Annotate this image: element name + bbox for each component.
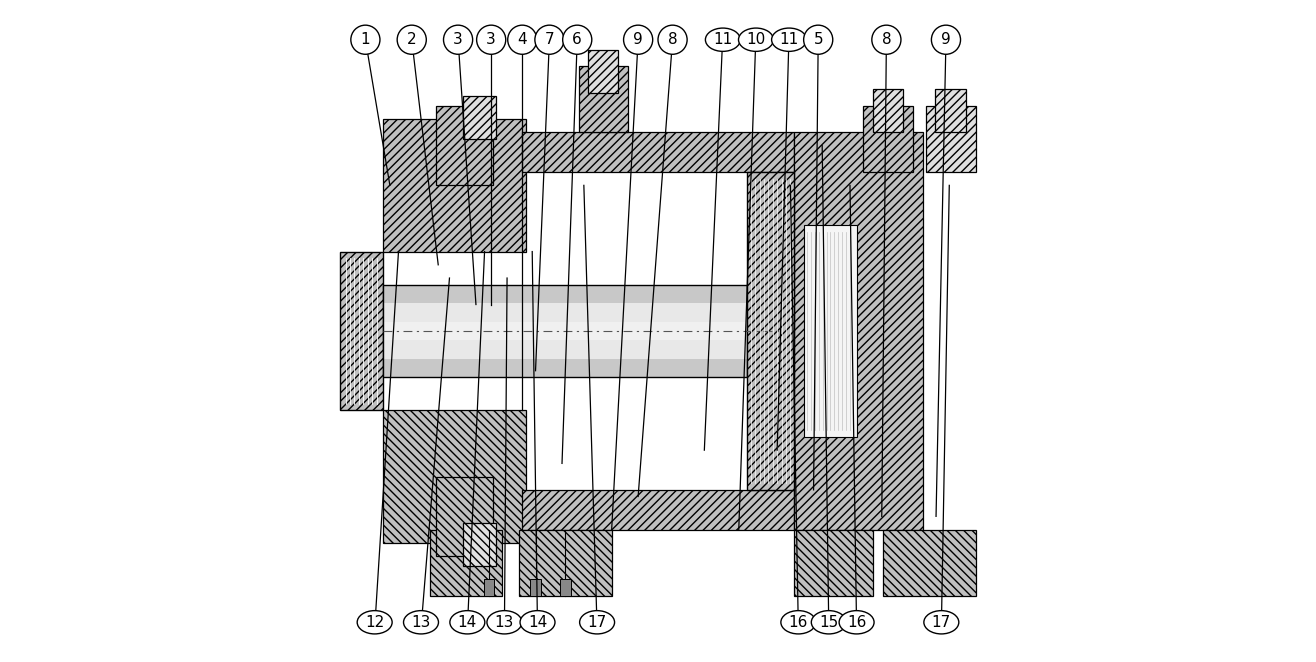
Bar bbox=[383, 322, 747, 340]
Bar bbox=[383, 340, 747, 359]
Ellipse shape bbox=[579, 610, 615, 634]
Ellipse shape bbox=[771, 28, 807, 52]
Bar bbox=[429, 530, 503, 596]
Bar bbox=[522, 132, 794, 172]
Bar bbox=[383, 410, 525, 543]
Bar bbox=[579, 66, 628, 132]
Bar bbox=[484, 579, 495, 596]
Text: 1: 1 bbox=[361, 32, 370, 47]
Text: 11: 11 bbox=[713, 32, 733, 47]
Bar bbox=[530, 579, 541, 596]
Text: 17: 17 bbox=[587, 615, 607, 630]
Bar bbox=[747, 172, 794, 490]
Bar bbox=[383, 359, 747, 377]
Text: 17: 17 bbox=[932, 615, 951, 630]
Bar bbox=[383, 119, 525, 252]
Text: 8: 8 bbox=[882, 32, 891, 47]
Circle shape bbox=[397, 25, 426, 54]
Bar bbox=[383, 285, 747, 377]
Circle shape bbox=[658, 25, 687, 54]
Ellipse shape bbox=[357, 610, 392, 634]
Circle shape bbox=[563, 25, 592, 54]
Ellipse shape bbox=[404, 610, 438, 634]
Text: 9: 9 bbox=[633, 32, 644, 47]
Ellipse shape bbox=[738, 28, 774, 52]
Ellipse shape bbox=[812, 610, 846, 634]
Circle shape bbox=[443, 25, 472, 54]
Text: 12: 12 bbox=[365, 615, 384, 630]
Ellipse shape bbox=[705, 28, 741, 52]
Circle shape bbox=[932, 25, 961, 54]
Bar bbox=[883, 530, 975, 596]
Ellipse shape bbox=[487, 610, 522, 634]
Text: 15: 15 bbox=[819, 615, 838, 630]
Bar bbox=[463, 523, 496, 566]
Bar bbox=[934, 89, 966, 132]
Text: 2: 2 bbox=[407, 32, 417, 47]
Ellipse shape bbox=[840, 610, 874, 634]
Bar bbox=[588, 50, 619, 93]
Bar bbox=[804, 225, 857, 437]
Bar bbox=[463, 96, 496, 139]
Bar bbox=[436, 106, 492, 185]
Bar bbox=[794, 530, 873, 596]
Ellipse shape bbox=[780, 610, 816, 634]
Bar bbox=[522, 490, 794, 530]
Text: 3: 3 bbox=[487, 32, 496, 47]
Circle shape bbox=[351, 25, 380, 54]
Bar bbox=[873, 89, 903, 132]
Ellipse shape bbox=[520, 610, 555, 634]
Text: 7: 7 bbox=[545, 32, 554, 47]
Circle shape bbox=[508, 25, 537, 54]
Bar bbox=[926, 106, 975, 172]
Text: 13: 13 bbox=[495, 615, 515, 630]
Text: 11: 11 bbox=[779, 32, 799, 47]
Circle shape bbox=[871, 25, 901, 54]
Bar bbox=[436, 477, 492, 556]
Bar bbox=[383, 285, 747, 303]
Bar bbox=[794, 132, 923, 530]
Ellipse shape bbox=[924, 610, 959, 634]
Circle shape bbox=[476, 25, 505, 54]
Circle shape bbox=[534, 25, 565, 54]
Text: 8: 8 bbox=[667, 32, 678, 47]
Bar bbox=[341, 252, 383, 410]
Text: 9: 9 bbox=[941, 32, 951, 47]
Text: 10: 10 bbox=[746, 32, 766, 47]
Text: 13: 13 bbox=[412, 615, 430, 630]
Circle shape bbox=[624, 25, 653, 54]
Bar bbox=[561, 579, 571, 596]
Text: 3: 3 bbox=[453, 32, 463, 47]
Text: 6: 6 bbox=[572, 32, 582, 47]
Text: 4: 4 bbox=[517, 32, 528, 47]
Circle shape bbox=[804, 25, 833, 54]
Bar bbox=[863, 106, 913, 172]
Text: 5: 5 bbox=[813, 32, 822, 47]
Ellipse shape bbox=[450, 610, 484, 634]
Text: 16: 16 bbox=[788, 615, 808, 630]
Text: 14: 14 bbox=[528, 615, 547, 630]
Bar bbox=[383, 303, 747, 322]
Bar bbox=[519, 530, 612, 596]
Text: 16: 16 bbox=[848, 615, 866, 630]
Text: 14: 14 bbox=[458, 615, 476, 630]
